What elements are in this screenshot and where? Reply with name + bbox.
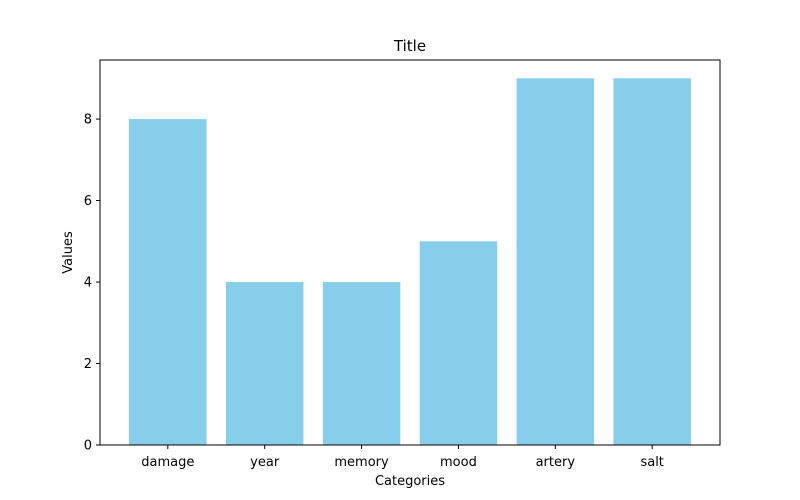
bar-damage bbox=[129, 119, 207, 446]
x-tick-label: damage bbox=[141, 455, 194, 470]
y-tick-label: 0 bbox=[84, 439, 92, 454]
bar-salt bbox=[613, 78, 691, 445]
plot-frame bbox=[99, 59, 721, 446]
x-tick-label: memory bbox=[334, 455, 389, 470]
chart-title: Title bbox=[393, 37, 426, 55]
x-tick-label: artery bbox=[536, 455, 576, 470]
bar-year bbox=[225, 282, 304, 445]
y-tick-label: 4 bbox=[84, 276, 92, 291]
bar-memory bbox=[322, 282, 401, 445]
y-tick-label: 8 bbox=[84, 113, 92, 128]
x-axis-label: Categories bbox=[375, 474, 445, 489]
y-axis-ticks: 0 2 4 6 8 bbox=[84, 113, 100, 454]
y-tick-label: 6 bbox=[84, 194, 92, 209]
bar-artery bbox=[516, 78, 595, 445]
y-axis-label: Values bbox=[61, 231, 76, 274]
x-tick-label: salt bbox=[640, 455, 663, 470]
x-tick-label: year bbox=[250, 455, 280, 470]
x-axis-ticks: damage year memory mood artery salt bbox=[141, 445, 664, 470]
x-tick-label: mood bbox=[440, 455, 477, 470]
bars-group bbox=[129, 78, 691, 446]
bar-mood bbox=[419, 241, 498, 445]
y-tick-label: 2 bbox=[84, 357, 92, 372]
